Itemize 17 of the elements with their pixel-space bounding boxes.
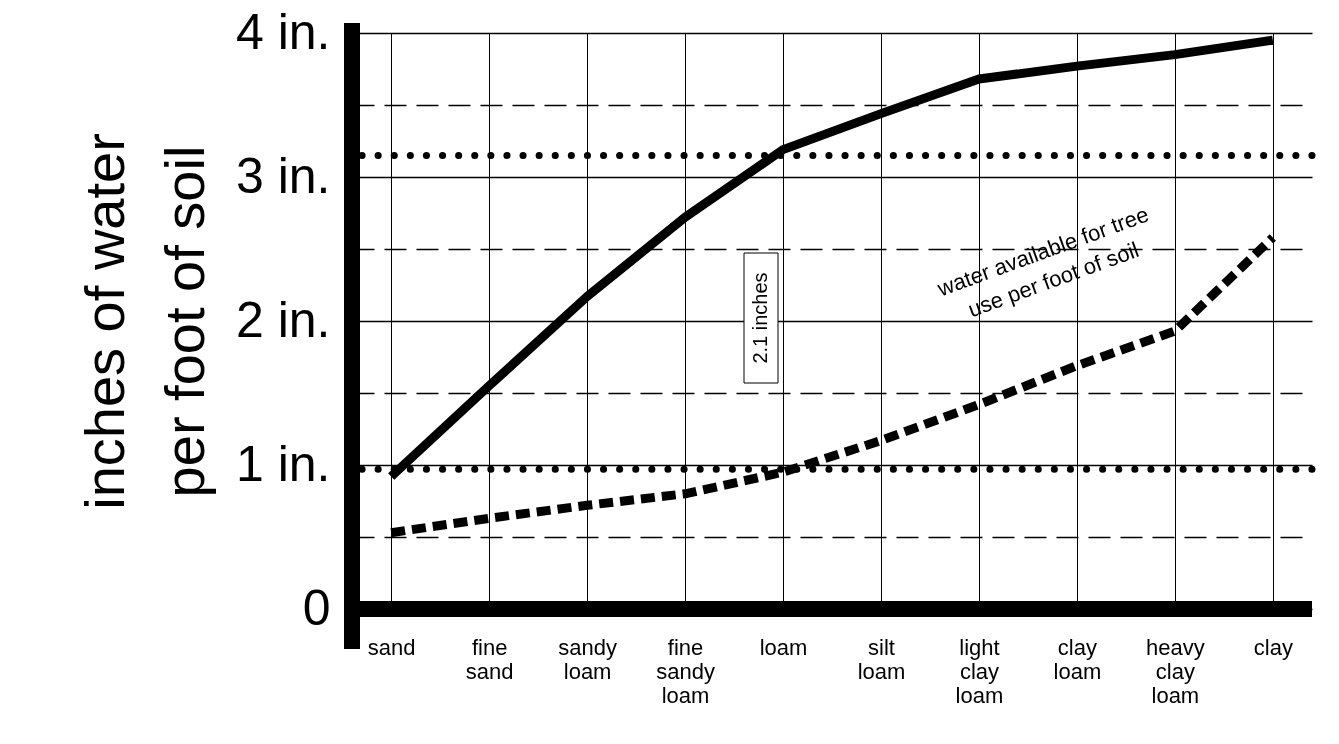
x-tick-label: sandy loam: [558, 634, 617, 684]
y-axis-title: inches of water per foot of soil: [72, 133, 216, 510]
x-tick-label: loam: [759, 634, 808, 660]
annotation: 2.1 inches: [749, 272, 771, 364]
x-tick-label: sand: [367, 634, 416, 660]
x-tick-label: clay loam: [1053, 634, 1102, 684]
x-tick-label: fine sandy loam: [656, 634, 715, 708]
x-tick-label: light clay loam: [955, 634, 1004, 708]
x-tick-label: fine sand: [465, 634, 514, 684]
y-tick-label: 0: [302, 579, 331, 636]
y-tick-label: 1 in.: [235, 435, 331, 492]
y-tick-label: 4 in.: [235, 3, 331, 60]
x-tick-label: clay: [1253, 634, 1293, 660]
x-tick-label: heavy clay loam: [1146, 634, 1205, 708]
x-tick-label: silt loam: [857, 634, 906, 684]
y-tick-label: 3 in.: [235, 147, 331, 204]
y-tick-label: 2 in.: [235, 291, 331, 348]
